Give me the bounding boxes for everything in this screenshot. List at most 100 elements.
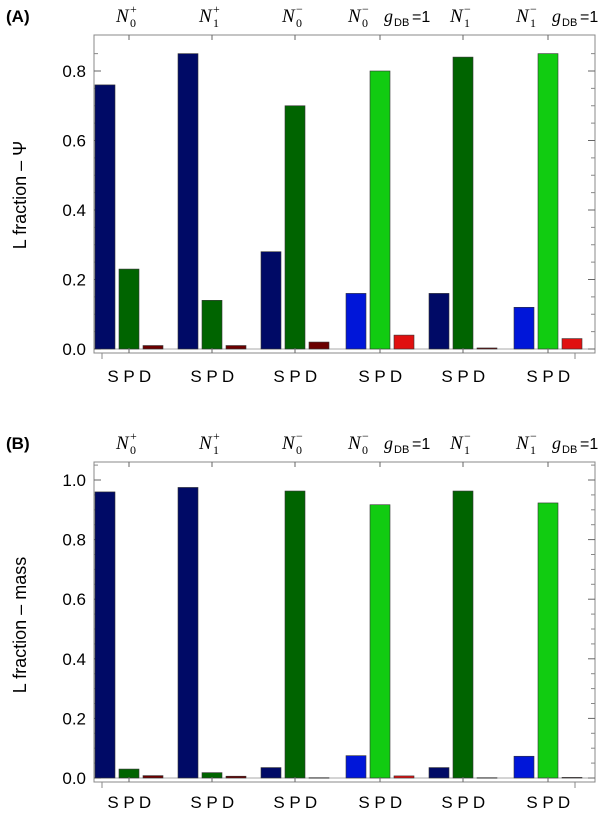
- bar-p-6: [537, 502, 559, 779]
- y-tick-label: 0.4: [62, 201, 86, 220]
- group-label-6: N −1 g DB =1: [515, 2, 598, 30]
- x-tick-label: S: [441, 367, 452, 386]
- y-tick-label: 0.6: [62, 590, 86, 609]
- group-symbol: N: [115, 6, 130, 27]
- bar-s-6: [513, 306, 535, 350]
- group-superscript: −: [530, 429, 537, 443]
- group-label-5: N −1: [449, 2, 471, 30]
- group-symbol: N: [449, 6, 464, 27]
- x-tick-label: P: [374, 793, 385, 812]
- bar-s-1: [94, 84, 116, 350]
- group-label-4: N −0 g DB =1: [347, 429, 430, 457]
- group-label-5: N −1: [449, 429, 471, 457]
- group-label-1: N +0: [115, 429, 137, 457]
- group-subscript: 0: [130, 443, 136, 457]
- y-tick-label: 0.6: [62, 132, 86, 151]
- group-superscript: +: [130, 429, 137, 443]
- bar-s-3: [260, 251, 282, 350]
- y-tick-label: 0.8: [62, 62, 86, 81]
- group-superscript: −: [362, 2, 369, 16]
- bar-p-5: [452, 56, 474, 350]
- x-tick-label: D: [222, 793, 234, 812]
- group-g-symbol: g: [552, 433, 561, 453]
- panel-label: (A): [6, 7, 30, 26]
- bar-d-2: [225, 345, 247, 350]
- x-tick-label: D: [139, 367, 151, 386]
- y-tick-label: 0.2: [62, 709, 86, 728]
- bar-p-6: [537, 53, 559, 350]
- bar-d-4: [393, 334, 415, 350]
- group-g-symbol: g: [384, 6, 393, 26]
- bar-p-3: [284, 105, 306, 350]
- group-label-2: N +1: [198, 429, 220, 457]
- x-tick-label: D: [139, 793, 151, 812]
- bar-d-4: [393, 775, 415, 779]
- bar-s-1: [94, 491, 116, 779]
- panel-b: 0.00.20.40.60.81.0L fraction – mass(B)S P…: [6, 429, 598, 812]
- group-g-value: =1: [580, 9, 598, 26]
- bar-d-2: [225, 775, 247, 779]
- group-superscript: +: [213, 429, 220, 443]
- bar-s-5: [428, 293, 450, 350]
- group-superscript: −: [464, 2, 471, 16]
- group-symbol: N: [347, 433, 362, 454]
- x-tick-label: P: [457, 793, 468, 812]
- x-tick-label: S: [273, 367, 284, 386]
- y-tick-label: 1.0: [62, 471, 86, 490]
- group-label-1: N +0: [115, 2, 137, 30]
- group-g-subscript: DB: [394, 17, 409, 29]
- group-superscript: +: [130, 2, 137, 16]
- group-label-4: N −0 g DB =1: [347, 2, 430, 30]
- bar-d-5: [476, 777, 498, 779]
- panel-a: 0.00.20.40.60.8L fraction – Ψ(A)S P DN +0S P…: [6, 2, 598, 386]
- bar-p-4: [369, 70, 391, 350]
- group-g-symbol: g: [384, 433, 393, 453]
- bar-d-6: [561, 338, 583, 350]
- group-g-subscript: DB: [562, 444, 577, 456]
- group-superscript: −: [296, 429, 303, 443]
- group-symbol: N: [115, 433, 130, 454]
- x-tick-label: P: [123, 367, 134, 386]
- x-tick-label: S: [273, 793, 284, 812]
- group-label-3: N −0: [281, 2, 303, 30]
- bar-s-2: [177, 53, 199, 350]
- x-tick-label: D: [305, 793, 317, 812]
- group-symbol: N: [198, 6, 213, 27]
- bar-d-3: [308, 777, 330, 779]
- group-superscript: −: [296, 2, 303, 16]
- group-subscript: 1: [530, 443, 536, 457]
- group-subscript: 0: [362, 443, 368, 457]
- x-tick-label: S: [526, 367, 537, 386]
- group-label-3: N −0: [281, 429, 303, 457]
- y-tick-label: 0.8: [62, 531, 86, 550]
- bar-d-1: [142, 345, 164, 350]
- group-subscript: 1: [464, 16, 470, 30]
- x-tick-label: P: [123, 793, 134, 812]
- x-tick-label: P: [542, 367, 553, 386]
- bar-p-5: [452, 490, 474, 779]
- group-superscript: −: [530, 2, 537, 16]
- bar-p-4: [369, 504, 391, 779]
- x-tick-label: S: [358, 367, 369, 386]
- bar-d-1: [142, 775, 164, 779]
- group-subscript: 1: [213, 443, 219, 457]
- bar-s-6: [513, 755, 535, 779]
- bar-p-3: [284, 490, 306, 779]
- y-tick-label: 0.4: [62, 650, 86, 669]
- group-symbol: N: [515, 433, 530, 454]
- bar-s-5: [428, 767, 450, 779]
- x-tick-label: D: [390, 793, 402, 812]
- group-subscript: 0: [296, 16, 302, 30]
- group-superscript: −: [362, 429, 369, 443]
- x-tick-label: P: [457, 367, 468, 386]
- group-symbol: N: [281, 433, 296, 454]
- group-g-value: =1: [412, 9, 430, 26]
- bar-s-4: [345, 755, 367, 779]
- group-symbol: N: [347, 6, 362, 27]
- bar-p-2: [201, 300, 223, 350]
- y-axis-label: L fraction – mass: [10, 557, 30, 693]
- x-tick-label: D: [222, 367, 234, 386]
- group-symbol: N: [281, 6, 296, 27]
- bar-s-3: [260, 767, 282, 779]
